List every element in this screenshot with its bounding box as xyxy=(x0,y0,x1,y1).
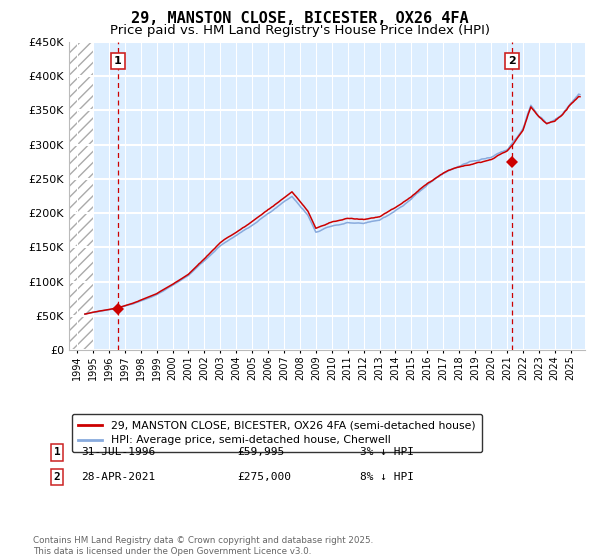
Text: 2: 2 xyxy=(508,56,516,66)
Legend: 29, MANSTON CLOSE, BICESTER, OX26 4FA (semi-detached house), HPI: Average price,: 29, MANSTON CLOSE, BICESTER, OX26 4FA (s… xyxy=(72,414,482,452)
Text: 3% ↓ HPI: 3% ↓ HPI xyxy=(360,447,414,458)
Text: Contains HM Land Registry data © Crown copyright and database right 2025.
This d: Contains HM Land Registry data © Crown c… xyxy=(33,536,373,556)
Text: 1: 1 xyxy=(53,447,61,458)
Text: £275,000: £275,000 xyxy=(237,472,291,482)
Text: 29, MANSTON CLOSE, BICESTER, OX26 4FA: 29, MANSTON CLOSE, BICESTER, OX26 4FA xyxy=(131,11,469,26)
Text: 28-APR-2021: 28-APR-2021 xyxy=(81,472,155,482)
Bar xyxy=(69,42,93,350)
Text: 2: 2 xyxy=(53,472,61,482)
Text: 31-JUL-1996: 31-JUL-1996 xyxy=(81,447,155,458)
Text: 1: 1 xyxy=(114,56,122,66)
Text: 8% ↓ HPI: 8% ↓ HPI xyxy=(360,472,414,482)
Text: Price paid vs. HM Land Registry's House Price Index (HPI): Price paid vs. HM Land Registry's House … xyxy=(110,24,490,37)
Text: £59,995: £59,995 xyxy=(237,447,284,458)
